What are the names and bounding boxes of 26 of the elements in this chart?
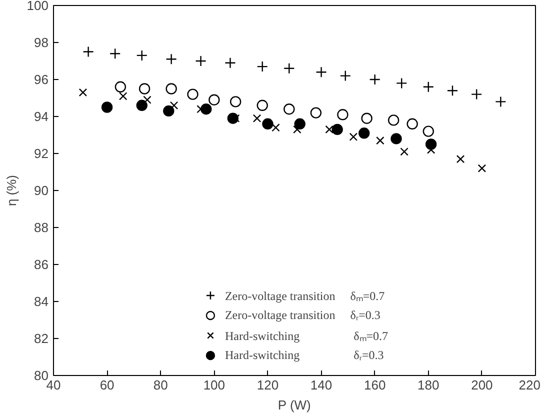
x-tick-label: 160 [364, 378, 386, 392]
x-tick-label: 60 [100, 378, 114, 392]
y-tick-label: 100 [26, 0, 49, 13]
y-tick-label: 82 [34, 331, 49, 346]
x-tick-label: 120 [256, 378, 279, 392]
legend-label: Hard-switching δᵣ=0.3 [224, 348, 384, 362]
y-tick-label: 88 [34, 220, 49, 235]
legend-label: Zero-voltage transition δₘ=0.7 [224, 288, 385, 304]
x-tick-label: 180 [418, 378, 440, 392]
x-axis-title: P (W) [278, 398, 311, 412]
x-tick-label: 140 [310, 378, 332, 392]
y-tick-label: 86 [34, 257, 49, 272]
y-tick-label: 92 [34, 146, 49, 161]
y-tick-label: 96 [34, 72, 49, 87]
y-tick-label: 80 [34, 368, 49, 383]
legend-label: Zero-voltage transition δᵣ=0.3 [224, 308, 380, 322]
legend-label: Hard-switching δₘ=0.7 [224, 328, 388, 344]
y-axis-title: η (%) [4, 174, 19, 206]
y-tick-label: 98 [34, 35, 49, 50]
y-tick-label: 94 [34, 109, 49, 124]
x-tick-label: 220 [518, 378, 541, 392]
y-tick-label: 90 [34, 183, 49, 198]
x-tick-label: 100 [203, 378, 226, 392]
y-tick-label: 84 [34, 294, 49, 309]
x-tick-label: 80 [153, 378, 168, 392]
x-tick-label: 200 [471, 378, 493, 392]
